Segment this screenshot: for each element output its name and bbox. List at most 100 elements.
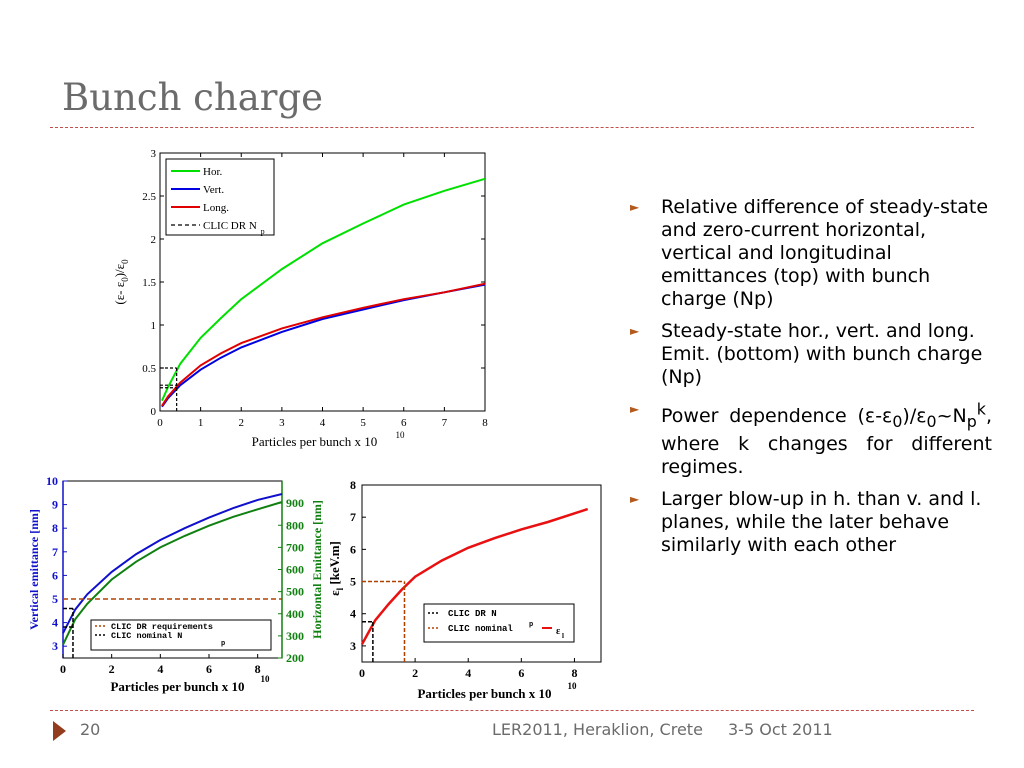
legend-label: Long. — [203, 202, 229, 214]
y-axis-label-part: ε — [327, 590, 342, 596]
y-axis-label-left: Vertical emittance [nm] — [27, 509, 41, 630]
series-line-horizontal — [62, 501, 283, 646]
x-tick-label: 0 — [157, 417, 163, 429]
x-tick-label: 8 — [571, 666, 577, 680]
y-tick-label: 2 — [151, 234, 157, 246]
triangle-bullet-icon: ► — [630, 492, 640, 507]
legend-series-sub: l — [562, 632, 564, 640]
triangle-bullet-icon: ► — [630, 402, 640, 416]
series-line-long — [161, 282, 486, 407]
y-tick-label-right: 400 — [286, 607, 304, 621]
y-axis-label-sub: l — [335, 587, 345, 590]
y-tick-label-right: 300 — [286, 629, 304, 643]
y-axis-label-group: (ε- ε0)/ε0 — [112, 259, 130, 305]
legend-label-sub: p — [221, 640, 225, 648]
y-tick-label: 4 — [350, 607, 356, 621]
bullet-list: ► Relative difference of steady-state and… — [630, 196, 992, 566]
legend-label: CLIC DR N — [203, 220, 257, 232]
legend-box — [90, 619, 272, 651]
y-tick-label: 3 — [151, 148, 157, 160]
x-tick-label: 0 — [60, 662, 66, 676]
bullet-item: ► Steady-state hor., vert. and long. Emit… — [630, 320, 992, 389]
chart-steady-state-emittance: 0 2 4 6 8 3 4 5 6 7 8 9 10 200 300 400 500 600 700 800 900 CL… — [27, 474, 324, 694]
footer-arrow-icon — [53, 721, 66, 741]
y-tick-label-left: 4 — [52, 616, 58, 630]
triangle-bullet-icon: ► — [630, 324, 640, 338]
x-tick-label: 4 — [465, 666, 471, 680]
series-line-hor — [161, 177, 486, 402]
bullet-text: Relative difference of steady-state and … — [661, 196, 989, 310]
bullet-text: Steady-state hor., vert. and long. Emit.… — [661, 320, 983, 388]
x-tick-label: 0 — [359, 666, 365, 680]
x-axis-label: Particles per bunch x 10 — [417, 686, 551, 701]
y-tick-label-left: 8 — [52, 521, 58, 535]
x-tick-label: 4 — [157, 662, 163, 676]
x-tick-label: 8 — [482, 417, 488, 429]
x-axis-label-exp: 10 — [568, 681, 578, 691]
legend-label: CLIC nominal — [448, 624, 513, 634]
bullet-text: Power dependence (ε-ε0)/ε0~Npk, where k … — [661, 400, 992, 479]
x-tick-label: 3 — [279, 417, 285, 429]
page-number: 20 — [80, 720, 101, 739]
y-tick-label: 2.5 — [142, 191, 156, 203]
legend-label-sub: p — [261, 227, 265, 236]
y-axis-label-right-group: Horizontal Emittance [nm] — [310, 500, 324, 639]
y-tick-label-left: 3 — [52, 639, 58, 653]
y-axis-label-right: Horizontal Emittance [nm] — [310, 500, 324, 639]
bullet-text: Larger blow-up in h. than v. and l. plan… — [661, 488, 982, 557]
y-tick-label-right: 800 — [286, 518, 304, 532]
y-tick-label: 5 — [350, 575, 356, 589]
y-axis-label-part: [keV.m] — [327, 541, 342, 588]
y-tick-label: 8 — [350, 478, 356, 492]
legend-label: CLIC nominal N — [111, 631, 182, 641]
x-tick-label: 6 — [206, 662, 212, 676]
y-axis-label-sub: 0 — [120, 259, 130, 264]
x-axis-label: Particles per bunch x 10 — [252, 434, 378, 449]
legend-label: Vert. — [203, 184, 224, 196]
y-tick-label: 6 — [350, 542, 356, 556]
x-tick-label: 2 — [412, 666, 418, 680]
x-tick-label: 8 — [255, 662, 261, 676]
y-tick-label: 0.5 — [142, 363, 156, 375]
bullet-item: ► Larger blow-up in h. than v. and l. pla… — [630, 488, 992, 557]
y-tick-label: 1 — [151, 320, 157, 332]
x-tick-label: 1 — [198, 417, 204, 429]
triangle-bullet-icon: ► — [630, 200, 640, 214]
y-tick-label-left: 5 — [52, 592, 58, 606]
y-axis-label-left-group: Vertical emittance [nm] — [27, 509, 41, 630]
y-axis-label-part: )/ε — [112, 263, 127, 277]
y-tick-label-right: 600 — [286, 563, 304, 577]
x-axis-label-exp: 10 — [261, 674, 271, 684]
footer-divider — [50, 710, 974, 711]
x-tick-label: 6 — [518, 666, 524, 680]
x-tick-label: 7 — [442, 417, 448, 429]
legend-series-label: ε — [556, 626, 561, 637]
y-axis-label-sub: 0 — [120, 277, 130, 282]
footer-date: 3-5 Oct 2011 — [728, 720, 833, 739]
legend-box — [165, 158, 275, 236]
legend-label: Hor. — [203, 166, 223, 178]
footer-event: LER2011, Heraklion, Crete — [492, 720, 703, 739]
title-divider — [50, 127, 974, 128]
y-axis-label: (ε- ε0)/ε0 — [112, 259, 130, 305]
y-tick-label: 1.5 — [142, 277, 156, 289]
x-axis-label: Particles per bunch x 10 — [110, 679, 244, 694]
y-tick-label-right: 900 — [286, 496, 304, 510]
legend-label-sub: p — [529, 621, 533, 629]
y-tick-label-right: 700 — [286, 540, 304, 554]
x-axis-label-exp: 10 — [396, 430, 406, 440]
x-tick-label: 5 — [360, 417, 366, 429]
y-tick-label-left: 7 — [52, 545, 58, 559]
y-tick-label: 3 — [350, 639, 356, 653]
y-tick-label-left: 10 — [46, 474, 58, 488]
y-tick-label-right: 500 — [286, 585, 304, 599]
series-line-el — [360, 507, 589, 645]
y-tick-label: 7 — [350, 510, 356, 524]
bullet-item: ► Relative difference of steady-state and… — [630, 196, 992, 311]
x-tick-label: 2 — [109, 662, 115, 676]
x-tick-label: 6 — [401, 417, 407, 429]
x-tick-label: 4 — [320, 417, 326, 429]
slide-title: Bunch charge — [62, 76, 324, 119]
legend-label: CLIC DR N — [448, 609, 497, 619]
legend-box — [423, 603, 575, 643]
